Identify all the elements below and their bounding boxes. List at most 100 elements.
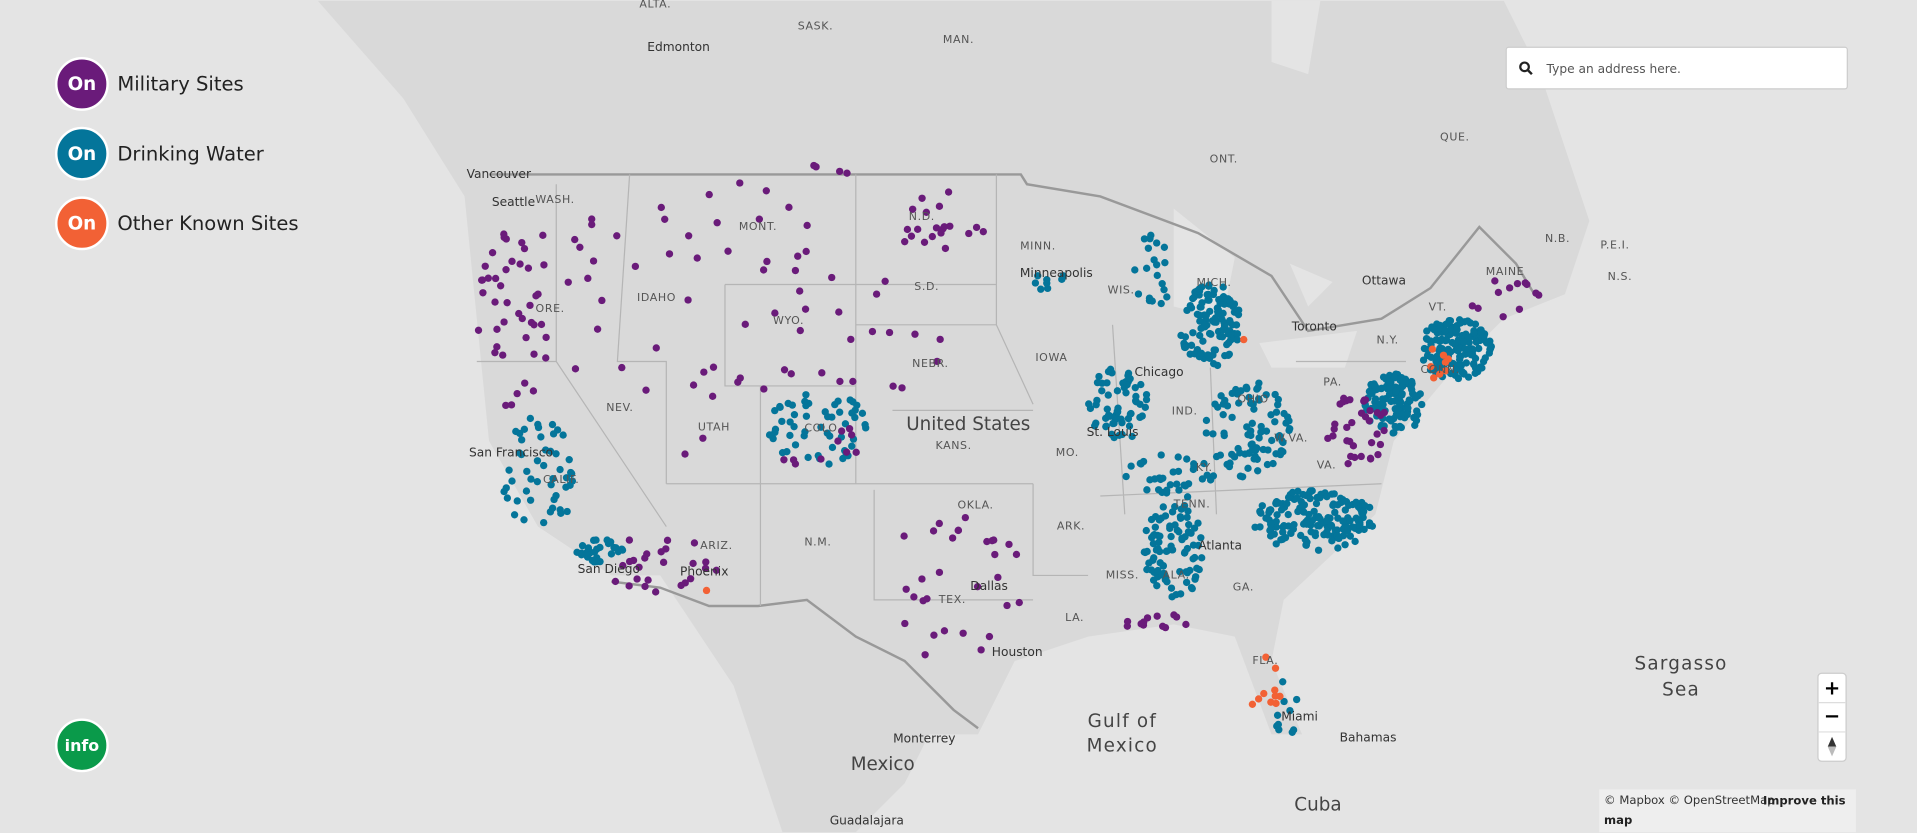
site-dot[interactable] [940, 223, 948, 231]
site-dot[interactable] [589, 257, 598, 265]
site-dot[interactable] [1235, 306, 1243, 314]
site-dot[interactable] [1230, 453, 1239, 461]
site-dot[interactable] [503, 299, 511, 307]
site-dot[interactable] [1166, 524, 1174, 533]
site-dot[interactable] [573, 548, 581, 556]
site-dot[interactable] [549, 430, 558, 438]
site-dot[interactable] [1248, 419, 1256, 428]
site-dot[interactable] [484, 274, 492, 282]
site-dot[interactable] [559, 431, 567, 439]
site-dot[interactable] [1233, 336, 1241, 344]
site-dot[interactable] [848, 442, 856, 450]
site-dot[interactable] [1478, 364, 1486, 372]
site-dot[interactable] [1436, 370, 1444, 378]
site-dot[interactable] [1234, 444, 1242, 453]
site-dot[interactable] [1189, 294, 1197, 303]
site-dot[interactable] [699, 434, 707, 442]
site-dot[interactable] [932, 224, 941, 232]
site-dot[interactable] [1288, 488, 1297, 497]
site-dot[interactable] [1330, 490, 1338, 498]
site-dot[interactable] [1471, 364, 1480, 372]
site-dot[interactable] [1235, 399, 1243, 407]
site-dot[interactable] [1128, 432, 1136, 441]
site-dot[interactable] [1471, 320, 1480, 328]
site-dot[interactable] [946, 222, 954, 230]
site-dot[interactable] [1153, 239, 1161, 247]
site-dot[interactable] [1468, 302, 1477, 310]
zoom-in[interactable]: + [1818, 673, 1846, 702]
site-dot[interactable] [534, 290, 542, 298]
site-dot[interactable] [1323, 516, 1331, 525]
site-dot[interactable] [1153, 271, 1161, 280]
site-dot[interactable] [1482, 338, 1490, 346]
site-dot[interactable] [842, 448, 851, 456]
site-dot[interactable] [1224, 330, 1232, 338]
site-dot[interactable] [1281, 533, 1290, 542]
site-dot[interactable] [1093, 378, 1102, 387]
site-dot[interactable] [592, 536, 600, 544]
site-dot[interactable] [547, 481, 555, 489]
site-dot[interactable] [929, 527, 938, 535]
site-dot[interactable] [1254, 695, 1263, 703]
site-dot[interactable] [635, 563, 643, 571]
site-dot[interactable] [1181, 548, 1189, 556]
site-dot[interactable] [1479, 357, 1488, 366]
site-dot[interactable] [1458, 368, 1466, 376]
site-dot[interactable] [652, 588, 660, 596]
site-dot[interactable] [1205, 281, 1213, 289]
site-dot[interactable] [1260, 689, 1268, 698]
site-dot[interactable] [1387, 417, 1395, 425]
site-dot[interactable] [1470, 329, 1478, 337]
site-dot[interactable] [1138, 412, 1146, 420]
site-dot[interactable] [502, 484, 510, 492]
site-dot[interactable] [881, 277, 889, 285]
site-dot[interactable] [1253, 467, 1262, 475]
site-dot[interactable] [1494, 288, 1503, 297]
site-dot[interactable] [1184, 528, 1193, 536]
site-dot[interactable] [1184, 507, 1192, 515]
site-dot[interactable] [1311, 529, 1319, 537]
site-dot[interactable] [713, 219, 721, 227]
site-dot[interactable] [803, 221, 811, 230]
site-dot[interactable] [1224, 339, 1233, 347]
site-dot[interactable] [898, 384, 906, 392]
site-dot[interactable] [911, 330, 919, 338]
site-dot[interactable] [533, 477, 541, 486]
site-dot[interactable] [652, 344, 660, 352]
site-dot[interactable] [1475, 344, 1483, 353]
site-dot[interactable] [1357, 452, 1365, 461]
site-dot[interactable] [571, 365, 580, 373]
site-dot[interactable] [1140, 235, 1149, 243]
site-dot[interactable] [1219, 326, 1227, 334]
site-dot[interactable] [1189, 465, 1198, 474]
site-dot[interactable] [1258, 502, 1266, 510]
site-dot[interactable] [1286, 706, 1294, 715]
site-dot[interactable] [565, 455, 573, 464]
site-dot[interactable] [1142, 390, 1151, 399]
site-dot[interactable] [1127, 409, 1135, 418]
site-dot[interactable] [1221, 396, 1229, 405]
site-dot[interactable] [1341, 541, 1349, 549]
site-dot[interactable] [1352, 498, 1360, 506]
site-dot[interactable] [527, 318, 536, 327]
site-dot[interactable] [1131, 383, 1139, 392]
site-dot[interactable] [1143, 486, 1151, 494]
site-dot[interactable] [961, 513, 970, 522]
site-dot[interactable] [1454, 345, 1462, 354]
site-dot[interactable] [1262, 391, 1270, 399]
site-dot[interactable] [843, 169, 851, 177]
site-dot[interactable] [935, 519, 943, 528]
site-dot[interactable] [523, 467, 531, 476]
site-dot[interactable] [1059, 272, 1067, 280]
site-dot[interactable] [1182, 578, 1191, 587]
site-dot[interactable] [1391, 422, 1399, 431]
site-dot[interactable] [513, 389, 521, 398]
site-dot[interactable] [1183, 455, 1191, 463]
site-dot[interactable] [903, 225, 912, 234]
site-dot[interactable] [1443, 320, 1451, 328]
site-dot[interactable] [910, 593, 918, 601]
toggle-button[interactable] [55, 126, 109, 181]
site-dot[interactable] [552, 450, 560, 458]
site-dot[interactable] [503, 494, 512, 502]
site-dot[interactable] [1398, 391, 1406, 399]
